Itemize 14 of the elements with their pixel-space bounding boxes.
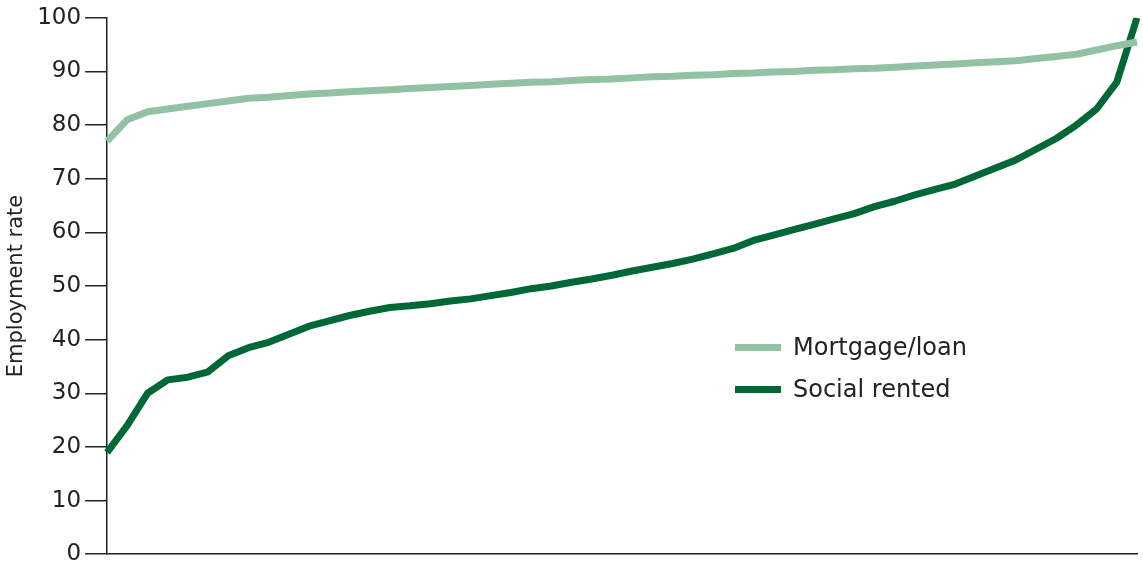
legend-label: Mortgage/loan — [793, 333, 967, 361]
y-tick-label: 10 — [51, 485, 82, 512]
y-tick-label: 0 — [66, 539, 82, 566]
y-tick-label: 90 — [51, 56, 82, 83]
y-tick-label: 50 — [51, 270, 82, 297]
y-tick-label: 80 — [51, 110, 82, 137]
y-axis-title: Employment rate — [3, 194, 28, 378]
y-tick-label: 60 — [51, 217, 82, 244]
y-tick-label: 30 — [51, 378, 82, 405]
y-tick-label: 20 — [51, 431, 82, 458]
y-tick-label: 40 — [51, 324, 82, 351]
y-tick-label: 70 — [51, 163, 82, 190]
legend-label: Social rented — [793, 375, 951, 403]
y-tick-label: 100 — [37, 2, 82, 29]
